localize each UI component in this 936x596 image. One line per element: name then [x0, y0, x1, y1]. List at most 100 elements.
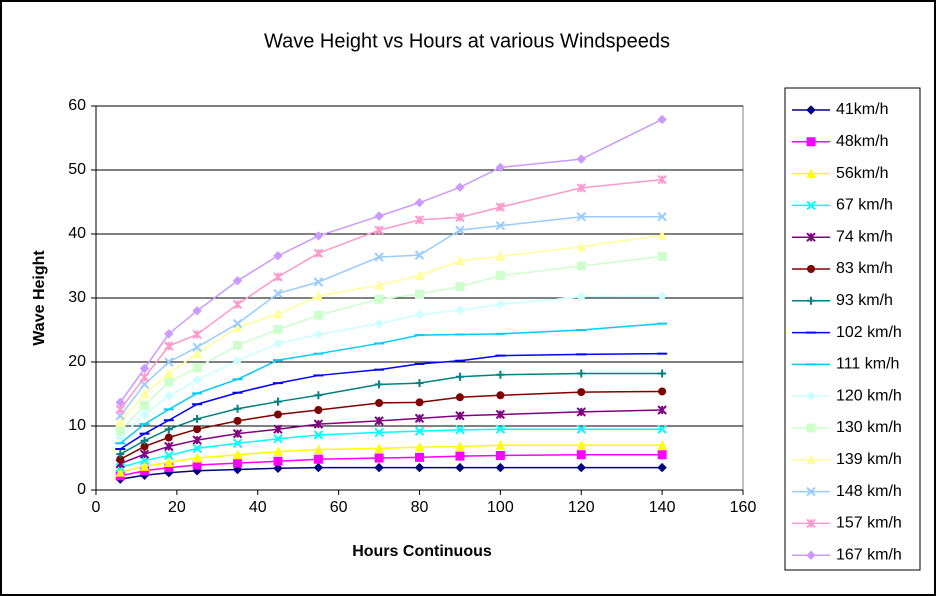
data-point	[139, 372, 150, 383]
data-point	[496, 370, 505, 379]
data-point	[455, 441, 465, 451]
chart-title: Wave Height vs Hours at various Windspee…	[264, 30, 670, 52]
data-point	[273, 424, 283, 434]
data-point	[495, 462, 506, 473]
x-tick-label: 20	[168, 499, 186, 516]
data-point	[232, 276, 243, 286]
legend-marker	[806, 423, 816, 433]
data-point	[273, 397, 282, 406]
data-point	[192, 443, 202, 454]
data-point	[192, 306, 202, 316]
legend-marker	[806, 550, 816, 560]
data-point	[415, 379, 424, 388]
data-point	[374, 416, 384, 426]
legend-marker	[806, 486, 816, 497]
data-point	[455, 462, 465, 473]
data-point	[313, 454, 323, 464]
legend-label: 83 km/h	[836, 260, 893, 277]
data-point	[495, 162, 506, 173]
data-point	[140, 436, 149, 445]
data-point	[193, 414, 202, 423]
data-point	[273, 338, 283, 349]
data-point	[414, 413, 425, 424]
data-point	[576, 424, 586, 434]
data-point	[455, 372, 464, 381]
data-point	[374, 252, 384, 262]
legend-label: 120 km/h	[836, 387, 902, 404]
data-point	[455, 305, 465, 315]
data-point	[273, 324, 283, 334]
data-point	[164, 329, 174, 339]
x-tick-label: 0	[92, 499, 101, 516]
legend-label: 139 km/h	[836, 451, 902, 468]
data-point	[140, 442, 149, 451]
data-point	[314, 406, 323, 414]
data-point	[192, 435, 202, 445]
data-point	[658, 387, 667, 396]
legend-label: 157 km/h	[836, 515, 902, 532]
data-point	[273, 446, 283, 457]
data-point	[576, 450, 586, 460]
y-tick-label: 50	[68, 161, 86, 178]
data-point	[164, 450, 174, 461]
data-point	[455, 451, 465, 461]
data-point	[657, 174, 667, 185]
data-point	[164, 425, 173, 434]
y-tick-label: 60	[68, 97, 86, 114]
data-point	[273, 251, 283, 261]
y-axis-label: Wave Height	[31, 250, 48, 346]
data-point	[414, 250, 425, 260]
data-point	[495, 251, 506, 261]
data-point	[164, 377, 174, 387]
x-tick-label: 80	[411, 499, 429, 516]
data-point	[375, 380, 384, 389]
data-point	[374, 318, 384, 329]
x-tick-label: 100	[487, 499, 514, 516]
data-point	[576, 440, 587, 450]
x-tick-label: 60	[330, 499, 348, 516]
data-point	[273, 410, 282, 419]
data-point	[657, 405, 667, 415]
data-point	[577, 369, 586, 378]
data-point	[192, 363, 202, 373]
legend-box	[784, 87, 921, 571]
data-point	[455, 411, 465, 421]
legend-marker	[807, 296, 815, 305]
data-point	[455, 255, 465, 266]
data-point	[313, 329, 324, 340]
data-point	[116, 450, 125, 459]
data-point	[313, 462, 324, 473]
data-point	[164, 441, 174, 452]
data-point	[414, 309, 425, 320]
data-point	[192, 375, 202, 385]
data-point	[414, 197, 425, 208]
data-point	[273, 272, 283, 282]
data-point	[164, 433, 173, 442]
data-point	[233, 458, 243, 468]
data-point	[414, 426, 425, 436]
data-point	[313, 290, 324, 301]
data-point	[192, 452, 202, 463]
legend-label: 102 km/h	[836, 324, 902, 341]
data-point	[415, 398, 424, 407]
x-tick-label: 40	[249, 499, 267, 516]
data-point	[139, 363, 150, 374]
data-point	[115, 417, 126, 427]
legend-label: 111 km/h	[836, 356, 899, 373]
data-point	[657, 212, 667, 222]
data-point	[164, 391, 174, 401]
data-point	[495, 409, 506, 420]
data-point	[232, 318, 243, 329]
data-point	[375, 398, 384, 407]
data-point	[232, 322, 243, 332]
data-point	[163, 457, 174, 467]
data-point	[414, 442, 425, 452]
y-tick-label: 20	[68, 353, 86, 370]
data-point	[374, 211, 384, 221]
data-point	[495, 271, 505, 281]
x-tick-label: 140	[649, 499, 676, 516]
data-point	[495, 450, 505, 460]
data-point	[115, 397, 125, 408]
data-point	[576, 183, 586, 193]
